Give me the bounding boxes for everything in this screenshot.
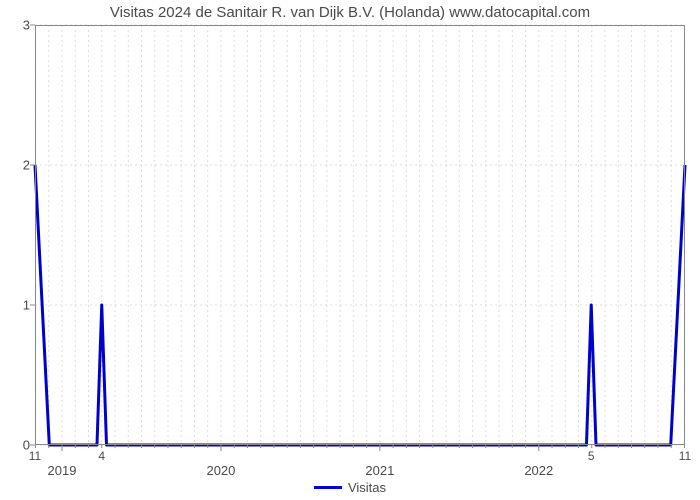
axes-layer: [35, 25, 685, 445]
point-label: 5: [588, 449, 595, 463]
legend: Visitas: [0, 480, 700, 495]
plot-area: [35, 25, 685, 445]
x-tick-label: 2022: [524, 463, 553, 478]
y-tick-label: 1: [0, 298, 30, 313]
y-tick-label: 3: [0, 18, 30, 33]
x-tick-label: 2021: [365, 463, 394, 478]
x-tick-label: 2019: [48, 463, 77, 478]
point-label: 11: [29, 449, 41, 463]
x-tick-label: 2020: [206, 463, 235, 478]
chart-title: Visitas 2024 de Sanitair R. van Dijk B.V…: [0, 4, 700, 21]
point-label: 11: [679, 449, 691, 463]
point-label: 4: [98, 449, 105, 463]
y-tick-label: 2: [0, 158, 30, 173]
chart-container: Visitas 2024 de Sanitair R. van Dijk B.V…: [0, 0, 700, 500]
legend-label: Visitas: [348, 480, 386, 495]
y-tick-label: 0: [0, 438, 30, 453]
legend-swatch: [314, 486, 342, 489]
